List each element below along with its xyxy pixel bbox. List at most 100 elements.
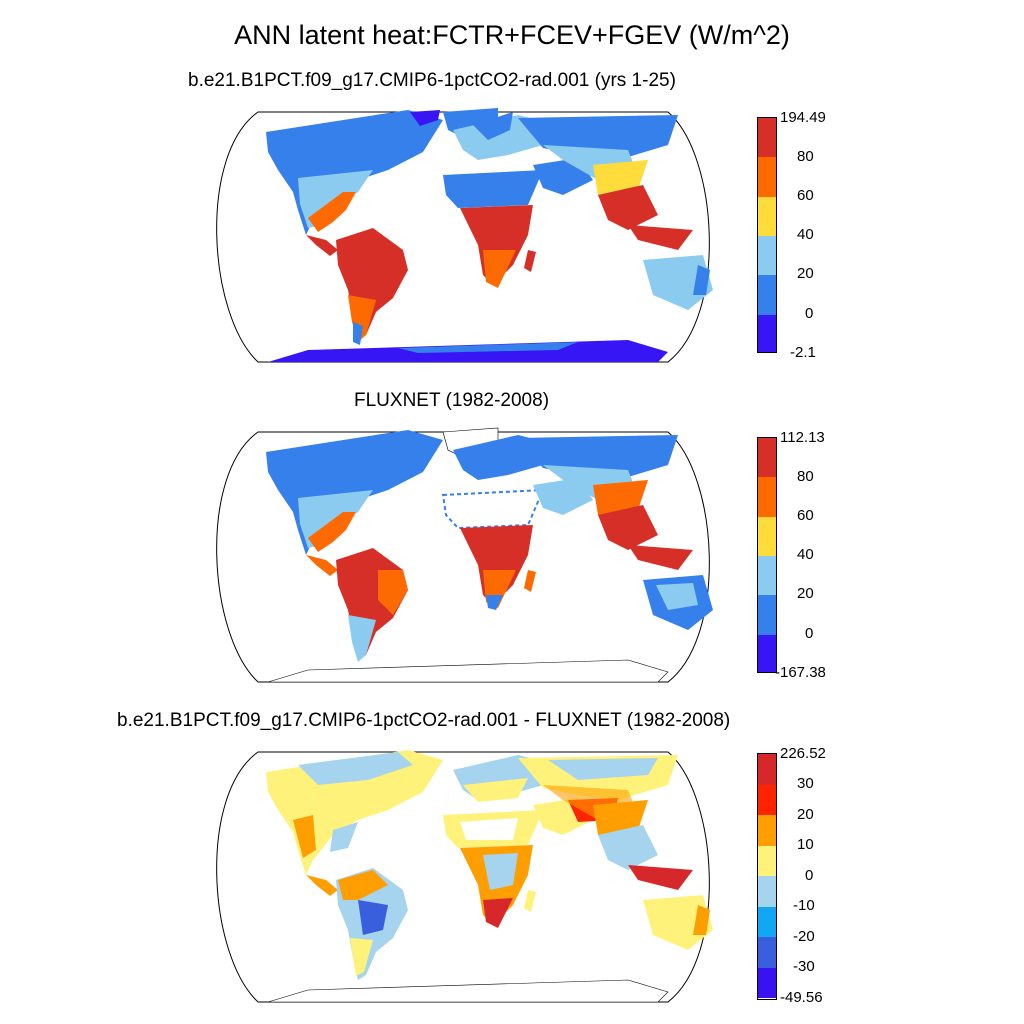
panel-1-africa-central: [460, 205, 533, 285]
panel-3-indonesia: [628, 865, 693, 890]
panel-3-na-west: [293, 815, 316, 858]
panel-3-africa-core: [483, 853, 518, 890]
panel-1-indonesia: [628, 225, 693, 250]
panel-2-central-america: [306, 555, 338, 576]
panel-3-colorbar-segment: [758, 937, 776, 968]
panel-1-colorbar-segment: [758, 275, 776, 315]
panel-1-australia-east: [693, 265, 710, 295]
panel-2-colorbar-segment: [758, 634, 776, 672]
panel-3-map: [198, 740, 728, 1010]
panel-2-colorbar-label: 0: [805, 625, 814, 642]
panel-3-southeast-asia: [598, 825, 658, 870]
panel-3-na-north: [298, 752, 413, 785]
panel-2-africa-tip: [486, 595, 503, 610]
panel-3-australia: [643, 895, 713, 950]
panel-2-africa-central: [460, 525, 533, 605]
panel-3-europe-south: [463, 778, 528, 802]
panel-2-southeast-asia: [598, 505, 658, 550]
panel-1-africa-south: [483, 250, 516, 288]
panel-1-scandinavia: [473, 112, 513, 140]
panel-2-colorbar-label: 60: [797, 507, 814, 524]
panel-3-colorbar-segment: [758, 784, 776, 815]
panel-3-colorbar-label: -10: [793, 897, 815, 914]
panel-1-colorbar: [757, 117, 777, 353]
panel-1-colorbar-label: 40: [797, 226, 814, 243]
panel-1-colorbar-label: -2.1: [790, 344, 816, 361]
panel-1-southeast-asia: [598, 185, 658, 230]
panel-2-subtitle: FLUXNET (1982-2008): [354, 390, 550, 411]
panel-3-colorbar-label: 226.52: [780, 745, 826, 762]
panel-3-sa-south: [350, 938, 373, 976]
panel-1-colorbar-segment: [758, 196, 776, 236]
panel-1-colorbar-segment: [758, 235, 776, 276]
panel-1-map-svg: [216, 108, 713, 363]
panel-1-sa-tip: [353, 322, 363, 345]
panel-3-colorbar-segment: [758, 906, 776, 937]
panel-1-colorbar-label: 194.49: [780, 109, 826, 126]
panel-1-central-america: [306, 235, 338, 256]
panel-2-sa-east: [378, 570, 408, 615]
panel-3-colorbar-label: 30: [797, 775, 814, 792]
panel-3-central-america: [306, 875, 338, 896]
panel-1-na-southeast: [308, 192, 356, 232]
panel-1-colorbar-label: 60: [797, 187, 814, 204]
panel-1-colorbar-segment: [758, 314, 776, 352]
panel-2-colorbar-segment: [758, 516, 776, 556]
panel-3-colorbar-label: 20: [797, 806, 814, 823]
panel-3-madagascar: [524, 890, 536, 912]
panel-3-colorbar: [757, 753, 777, 1000]
panel-3-subtitle: b.e21.B1PCT.f09_g17.CMIP6-1pctCO2-rad.00…: [117, 710, 731, 731]
panel-3-colorbar-label: 0: [805, 867, 814, 884]
panel-3-colorbar-label: -49.56: [780, 989, 823, 1006]
panel-2-colorbar-label: -167.38: [775, 664, 826, 681]
panel-1-africa-north: [443, 170, 543, 208]
panel-3-colorbar-segment: [758, 967, 776, 998]
panel-2-colorbar-segment: [758, 555, 776, 596]
panel-1-antarctica-edge: [398, 342, 578, 353]
panel-3-colorbar-label: -20: [793, 928, 815, 945]
panel-3-africa-south: [483, 898, 513, 928]
panel-3-antarctica: [267, 979, 669, 1003]
panel-3-sa-core: [358, 900, 388, 935]
panel-2-antarctica: [267, 659, 669, 683]
panel-3-colorbar-label: -30: [793, 958, 815, 975]
panel-1-colorbar-segment: [758, 157, 776, 197]
panel-1-greenland-top: [410, 110, 440, 126]
panel-2-map-svg: [216, 427, 713, 683]
panel-2-colorbar-segment: [758, 438, 776, 478]
panel-3-map-svg: [216, 750, 713, 1003]
figure-title: ANN latent heat:FCTR+FCEV+FGEV (W/m^2): [234, 20, 790, 50]
panel-2-map: [198, 420, 728, 690]
panel-3-colorbar-label: 10: [797, 836, 814, 853]
panel-2-sa-south: [348, 615, 376, 662]
panel-3-colorbar-segment: [758, 754, 776, 785]
panel-3-sahara-core: [460, 818, 518, 840]
panel-2-colorbar-label: 112.13: [780, 429, 825, 446]
panel-1-colorbar-label: 80: [797, 148, 814, 165]
panel-3-sa-north: [338, 870, 388, 900]
panel-2-sahara: [441, 488, 545, 530]
panel-1-madagascar: [524, 250, 536, 272]
panel-3-colorbar-segment: [758, 845, 776, 876]
panel-3-australia-east: [693, 905, 710, 935]
panel-2-indonesia: [628, 545, 693, 570]
panel-2-colorbar-label: 80: [797, 468, 814, 485]
panel-2-na-southeast: [308, 512, 356, 552]
panel-3-colorbar-segment: [758, 876, 776, 907]
panel-1-australia: [643, 255, 713, 310]
panel-2-colorbar-segment: [758, 595, 776, 635]
panel-3-colorbar-segment: [758, 815, 776, 846]
panel-2-australia-interior: [656, 583, 698, 610]
panel-3-na-east: [330, 822, 358, 852]
panel-1-colorbar-label: 0: [805, 305, 814, 322]
panel-1-subtitle: b.e21.B1PCT.f09_g17.CMIP6-1pctCO2-rad.00…: [188, 70, 676, 91]
panel-1-colorbar-label: 20: [797, 265, 814, 282]
panel-2-colorbar-segment: [758, 477, 776, 517]
panel-2-madagascar: [524, 570, 536, 592]
panel-1-map: [198, 100, 728, 370]
panel-2-colorbar: [757, 437, 777, 673]
panel-2-colorbar-label: 40: [797, 546, 814, 563]
panel-3-siberia-cool: [548, 758, 658, 780]
panel-2-colorbar-label: 20: [797, 585, 814, 602]
panel-1-colorbar-segment: [758, 118, 776, 158]
